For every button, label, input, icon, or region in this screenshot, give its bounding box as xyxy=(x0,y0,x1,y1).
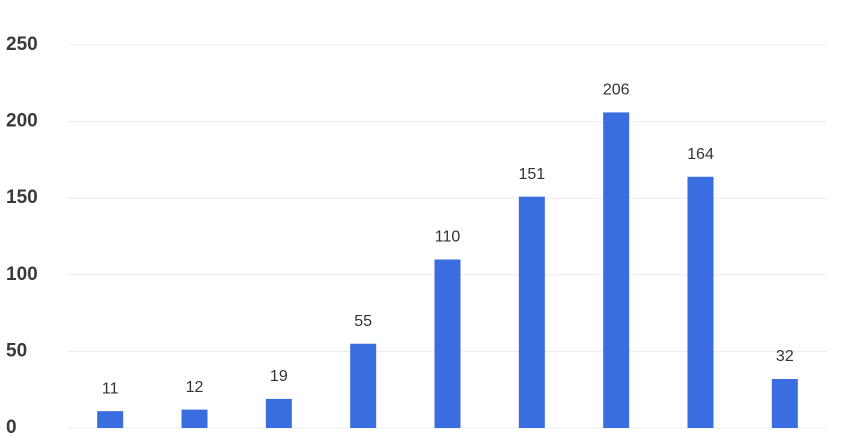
bar xyxy=(603,112,630,429)
y-tick-label: 200 xyxy=(6,111,38,132)
y-tick-label: 0 xyxy=(6,417,17,436)
y-tick-label: 150 xyxy=(6,187,38,208)
data-label: 55 xyxy=(354,313,372,330)
data-label: 151 xyxy=(518,166,545,183)
bar xyxy=(97,411,124,428)
data-label: 19 xyxy=(270,368,288,385)
data-label: 32 xyxy=(776,348,794,365)
y-tick-label: 100 xyxy=(6,264,38,285)
data-label: 164 xyxy=(687,146,714,163)
data-label: 12 xyxy=(186,379,204,396)
data-label: 110 xyxy=(435,229,461,246)
bar xyxy=(350,343,377,428)
bar xyxy=(434,259,461,428)
bar xyxy=(265,398,292,428)
bar xyxy=(518,196,545,428)
data-label: 11 xyxy=(102,380,119,397)
y-tick-label: 50 xyxy=(6,340,27,361)
bar xyxy=(687,176,714,428)
bar xyxy=(181,409,208,428)
y-tick-label: 250 xyxy=(6,34,38,55)
data-label: 206 xyxy=(603,82,630,99)
bar xyxy=(771,378,798,428)
